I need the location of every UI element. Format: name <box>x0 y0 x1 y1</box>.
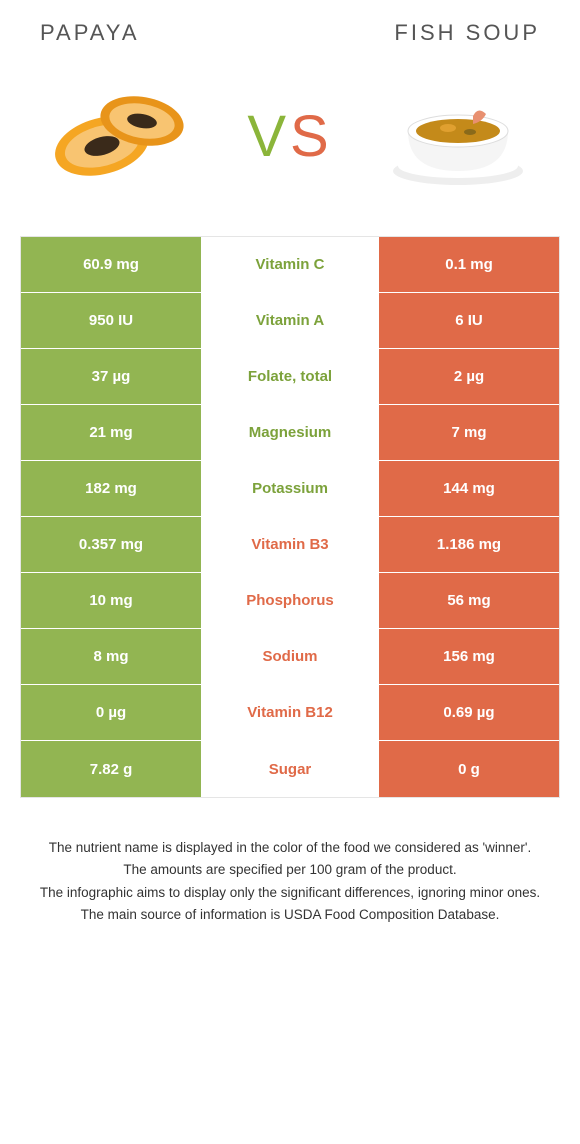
table-row: 60.9 mgVitamin C0.1 mg <box>21 237 559 293</box>
table-row: 0 µgVitamin B120.69 µg <box>21 685 559 741</box>
nutrient-name: Magnesium <box>201 405 379 460</box>
table-row: 8 mgSodium156 mg <box>21 629 559 685</box>
header: Papaya Fish soup <box>0 0 580 56</box>
papaya-icon <box>42 76 202 196</box>
table-row: 21 mgMagnesium7 mg <box>21 405 559 461</box>
vs-s-letter: S <box>290 104 333 169</box>
left-value: 8 mg <box>21 629 201 684</box>
soup-image <box>378 76 538 196</box>
footer-notes: The nutrient name is displayed in the co… <box>0 798 580 947</box>
left-value: 7.82 g <box>21 741 201 797</box>
nutrient-name: Vitamin A <box>201 293 379 348</box>
left-value: 21 mg <box>21 405 201 460</box>
right-value: 0.69 µg <box>379 685 559 740</box>
footer-line-4: The main source of information is USDA F… <box>30 905 550 925</box>
papaya-image <box>42 76 202 196</box>
left-food-title: Papaya <box>40 20 140 46</box>
table-row: 7.82 gSugar0 g <box>21 741 559 797</box>
nutrient-name: Folate, total <box>201 349 379 404</box>
vs-row: VS <box>0 56 580 236</box>
right-value: 7 mg <box>379 405 559 460</box>
left-value: 10 mg <box>21 573 201 628</box>
footer-line-2: The amounts are specified per 100 gram o… <box>30 860 550 880</box>
table-row: 37 µgFolate, total2 µg <box>21 349 559 405</box>
right-value: 6 IU <box>379 293 559 348</box>
left-value: 0.357 mg <box>21 517 201 572</box>
nutrient-table: 60.9 mgVitamin C0.1 mg950 IUVitamin A6 I… <box>20 236 560 798</box>
right-value: 156 mg <box>379 629 559 684</box>
table-row: 0.357 mgVitamin B31.186 mg <box>21 517 559 573</box>
right-value: 1.186 mg <box>379 517 559 572</box>
vs-label: VS <box>247 103 332 170</box>
footer-line-1: The nutrient name is displayed in the co… <box>30 838 550 858</box>
nutrient-name: Vitamin C <box>201 237 379 292</box>
nutrient-name: Sodium <box>201 629 379 684</box>
soup-icon <box>378 76 538 196</box>
right-food-title: Fish soup <box>394 20 540 46</box>
table-row: 950 IUVitamin A6 IU <box>21 293 559 349</box>
left-value: 60.9 mg <box>21 237 201 292</box>
vs-v-letter: V <box>247 104 290 169</box>
right-value: 0.1 mg <box>379 237 559 292</box>
nutrient-name: Phosphorus <box>201 573 379 628</box>
nutrient-name: Sugar <box>201 741 379 797</box>
table-row: 182 mgPotassium144 mg <box>21 461 559 517</box>
nutrient-name: Vitamin B3 <box>201 517 379 572</box>
left-value: 37 µg <box>21 349 201 404</box>
right-value: 144 mg <box>379 461 559 516</box>
table-row: 10 mgPhosphorus56 mg <box>21 573 559 629</box>
left-value: 0 µg <box>21 685 201 740</box>
right-value: 2 µg <box>379 349 559 404</box>
right-value: 0 g <box>379 741 559 797</box>
left-value: 182 mg <box>21 461 201 516</box>
left-value: 950 IU <box>21 293 201 348</box>
right-value: 56 mg <box>379 573 559 628</box>
nutrient-name: Vitamin B12 <box>201 685 379 740</box>
footer-line-3: The infographic aims to display only the… <box>30 883 550 903</box>
nutrient-name: Potassium <box>201 461 379 516</box>
